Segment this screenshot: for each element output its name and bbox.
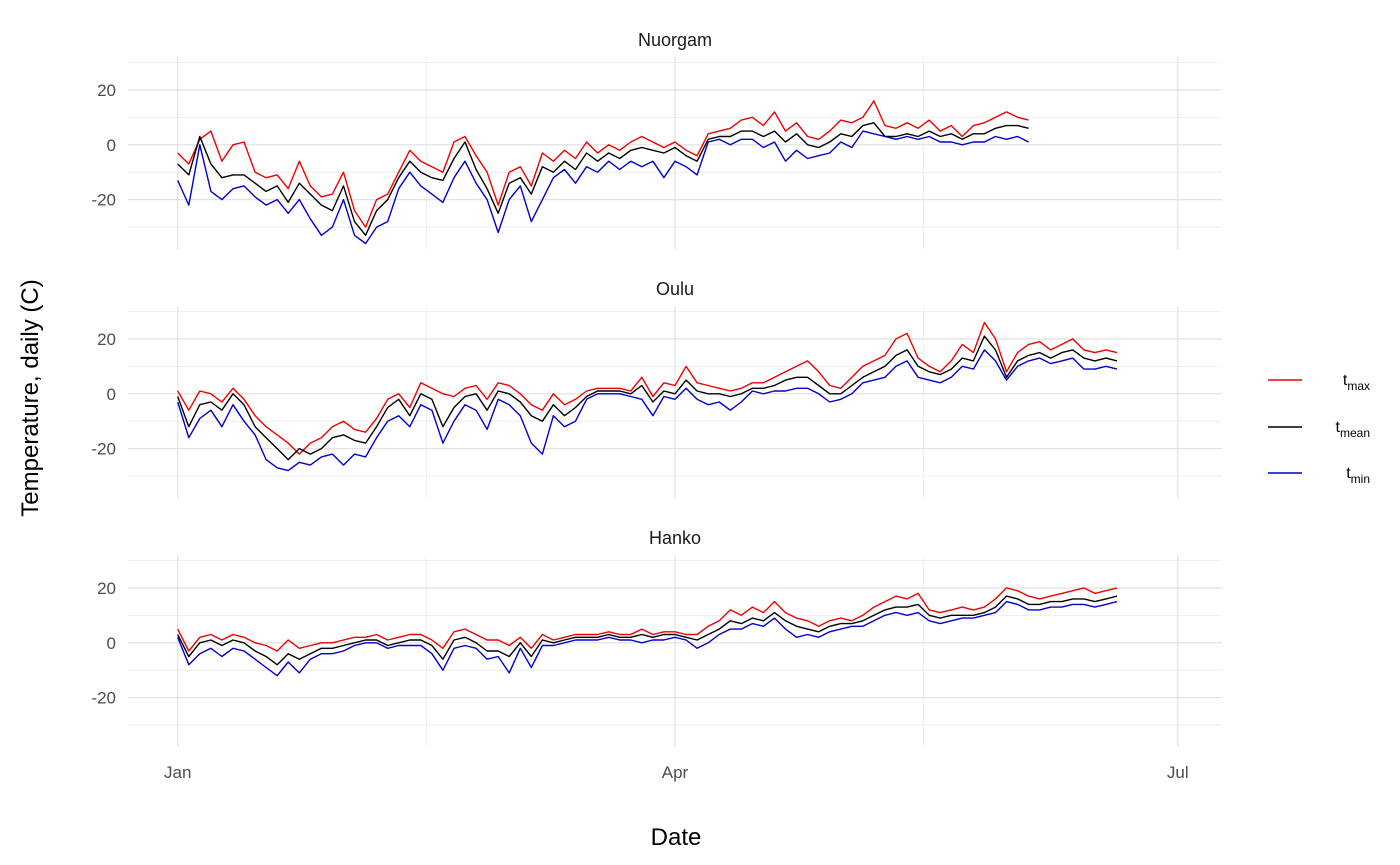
y-tick-label: -20 bbox=[91, 440, 116, 459]
x-tick-label: Jan bbox=[164, 763, 191, 782]
legend-label-tmin: tmin bbox=[1346, 465, 1370, 486]
panel-title: Nuorgam bbox=[638, 30, 712, 50]
y-tick-label: 20 bbox=[97, 579, 116, 598]
series-tmin-line bbox=[177, 600, 1118, 677]
series-tmin-line bbox=[177, 349, 1118, 472]
legend-item-tmax: tmax bbox=[1268, 372, 1370, 393]
series-tmax-line bbox=[177, 100, 1029, 228]
series-tmax-line bbox=[177, 321, 1118, 455]
legend: tmax tmean tmin bbox=[1268, 372, 1370, 486]
x-axis-tick-labels: Jan Apr Jul bbox=[164, 763, 1189, 782]
y-tick-label: -20 bbox=[91, 191, 116, 210]
panel-hanko: Hanko -20 0 20 bbox=[91, 528, 1222, 747]
y-tick-label: 20 bbox=[97, 330, 116, 349]
panel-oulu: Oulu -20 0 20 bbox=[91, 279, 1222, 498]
series-tmax-line bbox=[177, 587, 1118, 652]
legend-item-tmin: tmin bbox=[1268, 465, 1370, 486]
x-tick-label: Apr bbox=[662, 763, 689, 782]
series-tmean-line bbox=[177, 335, 1118, 461]
series-tmean-line bbox=[177, 122, 1029, 237]
series-tmin-line bbox=[177, 130, 1029, 245]
legend-item-tmean: tmean bbox=[1268, 419, 1370, 440]
x-axis-title: Date bbox=[651, 824, 702, 851]
legend-label-tmean: tmean bbox=[1336, 419, 1370, 440]
y-axis-title: Temperature, daily (C) bbox=[17, 279, 44, 516]
panel-nuorgam: Nuorgam -20 0 20 bbox=[91, 30, 1222, 249]
y-tick-label: 0 bbox=[107, 385, 116, 404]
x-tick-label: Jul bbox=[1167, 763, 1189, 782]
y-tick-label: 0 bbox=[107, 136, 116, 155]
panel-title: Oulu bbox=[656, 279, 694, 299]
facet-panels: Nuorgam -20 0 20 Oulu -20 0 20 Hanko -20 0 20 bbox=[91, 30, 1222, 747]
y-tick-label: 0 bbox=[107, 634, 116, 653]
y-tick-label: -20 bbox=[91, 689, 116, 708]
y-tick-label: 20 bbox=[97, 81, 116, 100]
panel-title: Hanko bbox=[649, 528, 701, 548]
series-tmean-line bbox=[177, 595, 1118, 666]
legend-label-tmax: tmax bbox=[1343, 372, 1370, 393]
